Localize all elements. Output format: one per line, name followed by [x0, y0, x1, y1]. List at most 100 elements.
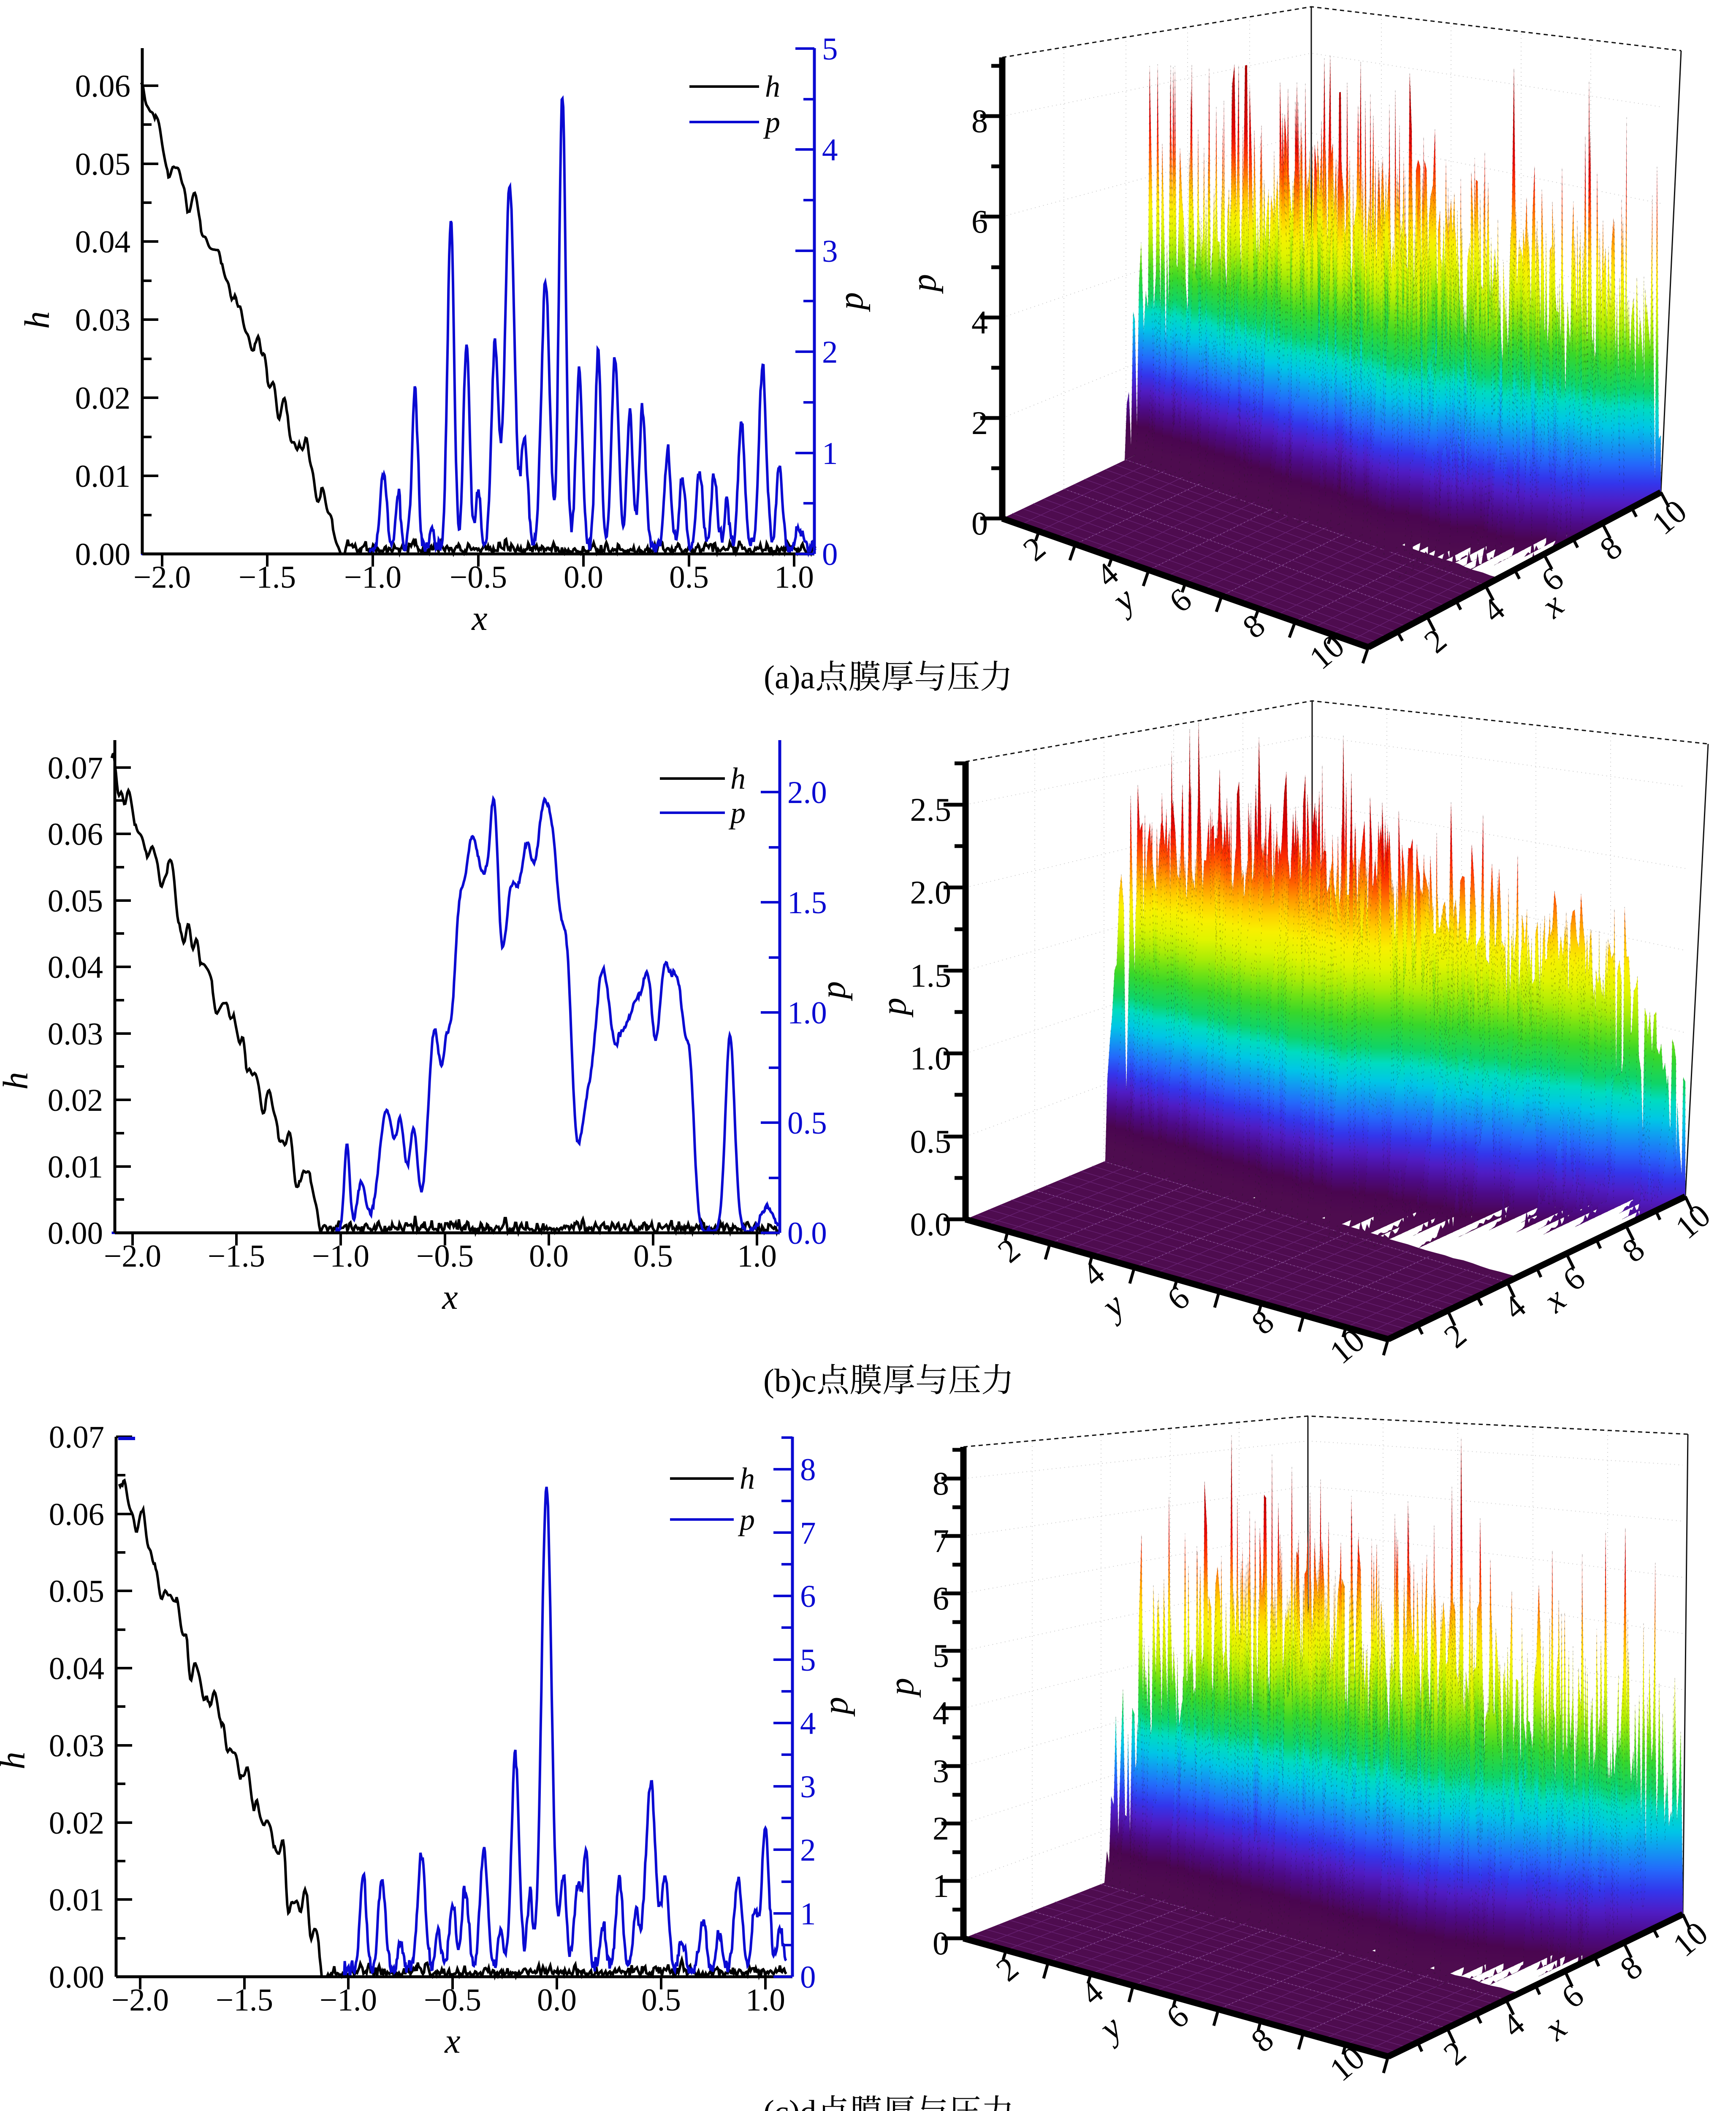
- svg-text:4: 4: [1497, 1288, 1533, 1327]
- svg-text:1.0: 1.0: [774, 560, 814, 595]
- svg-text:x: x: [471, 599, 487, 638]
- svg-text:8: 8: [1615, 1231, 1652, 1270]
- svg-text:2: 2: [822, 335, 838, 370]
- svg-text:p: p: [831, 292, 871, 312]
- svg-text:p: p: [738, 1503, 755, 1536]
- svg-text:0.01: 0.01: [48, 1150, 103, 1185]
- svg-text:4: 4: [1476, 591, 1512, 630]
- svg-text:2: 2: [971, 404, 988, 441]
- svg-text:y: y: [1089, 2008, 1129, 2050]
- svg-text:5: 5: [822, 32, 838, 67]
- svg-text:0.05: 0.05: [75, 147, 130, 182]
- svg-text:2.5: 2.5: [910, 791, 952, 828]
- svg-text:0.07: 0.07: [49, 1420, 104, 1455]
- svg-text:2: 2: [933, 1810, 949, 1847]
- svg-text:h: h: [730, 762, 746, 795]
- svg-text:0.06: 0.06: [49, 1497, 104, 1532]
- svg-text:4: 4: [822, 133, 838, 168]
- svg-text:h: h: [765, 70, 780, 103]
- svg-text:−1.0: −1.0: [344, 560, 401, 595]
- svg-text:−0.5: −0.5: [416, 1239, 474, 1274]
- svg-text:0: 0: [933, 1925, 949, 1962]
- svg-text:0.04: 0.04: [75, 225, 130, 260]
- svg-text:0.06: 0.06: [75, 69, 130, 104]
- svg-text:0.06: 0.06: [48, 817, 103, 852]
- svg-text:3: 3: [800, 1769, 816, 1804]
- svg-text:−2.0: −2.0: [133, 560, 191, 595]
- svg-text:1.0: 1.0: [910, 1040, 952, 1077]
- svg-text:p: p: [882, 1678, 921, 1698]
- svg-text:h: h: [740, 1462, 755, 1495]
- svg-text:0.01: 0.01: [49, 1883, 104, 1918]
- svg-text:0.5: 0.5: [787, 1106, 827, 1141]
- svg-text:4: 4: [971, 304, 988, 341]
- svg-text:h: h: [0, 1752, 33, 1769]
- svg-text:−1.0: −1.0: [320, 1983, 377, 2018]
- svg-text:1.5: 1.5: [787, 885, 827, 920]
- svg-text:0.0: 0.0: [910, 1206, 952, 1243]
- svg-text:6: 6: [1554, 1977, 1591, 2016]
- svg-text:0.04: 0.04: [48, 950, 103, 985]
- svg-text:0.03: 0.03: [75, 303, 130, 338]
- svg-text:2: 2: [1437, 1316, 1473, 1355]
- svg-text:0.05: 0.05: [48, 884, 103, 919]
- svg-text:0.5: 0.5: [910, 1123, 952, 1160]
- svg-text:0: 0: [800, 1960, 816, 1995]
- svg-text:2: 2: [1437, 2034, 1473, 2073]
- svg-text:p: p: [816, 1697, 855, 1717]
- svg-text:−1.5: −1.5: [239, 560, 296, 595]
- svg-text:6: 6: [971, 203, 988, 240]
- svg-text:(b)c: (b)c: [763, 1362, 816, 1399]
- svg-text:p: p: [814, 981, 853, 1001]
- svg-text:−2.0: −2.0: [104, 1239, 161, 1274]
- svg-text:0.03: 0.03: [48, 1017, 103, 1052]
- svg-text:1.0: 1.0: [787, 996, 827, 1031]
- svg-text:0.04: 0.04: [49, 1651, 104, 1686]
- svg-text:h: h: [0, 1072, 35, 1090]
- svg-text:0.02: 0.02: [49, 1806, 104, 1841]
- svg-text:−0.5: −0.5: [424, 1983, 481, 2018]
- svg-text:x: x: [441, 1278, 458, 1317]
- svg-text:0.01: 0.01: [75, 459, 130, 494]
- svg-text:1.0: 1.0: [737, 1239, 777, 1274]
- svg-text:−1.0: −1.0: [312, 1239, 369, 1274]
- svg-text:(a)a: (a)a: [764, 659, 815, 695]
- svg-text:0.07: 0.07: [48, 751, 103, 786]
- svg-text:6: 6: [800, 1579, 816, 1614]
- svg-text:8: 8: [1593, 529, 1629, 567]
- svg-text:7: 7: [933, 1522, 949, 1559]
- svg-text:2.0: 2.0: [787, 775, 827, 810]
- svg-text:(c)d: (c)d: [763, 2093, 816, 2111]
- svg-text:4: 4: [933, 1695, 949, 1731]
- svg-text:8: 8: [971, 103, 988, 139]
- svg-text:7: 7: [800, 1516, 816, 1551]
- svg-text:6: 6: [933, 1580, 949, 1617]
- svg-text:x: x: [1535, 1280, 1573, 1321]
- svg-text:−1.5: −1.5: [208, 1239, 265, 1274]
- svg-text:0: 0: [971, 505, 988, 542]
- svg-text:0.5: 0.5: [641, 1983, 681, 2018]
- svg-text:0.0: 0.0: [529, 1239, 569, 1274]
- svg-text:1: 1: [822, 436, 838, 471]
- svg-text:−0.5: −0.5: [450, 560, 507, 595]
- svg-text:h: h: [18, 311, 57, 329]
- svg-text:2.0: 2.0: [910, 874, 952, 911]
- svg-text:0.5: 0.5: [633, 1239, 673, 1274]
- svg-text:1.5: 1.5: [910, 957, 952, 994]
- svg-text:2: 2: [800, 1833, 816, 1868]
- svg-text:3: 3: [822, 234, 838, 269]
- svg-text:x: x: [1536, 2008, 1574, 2049]
- svg-text:1: 1: [933, 1867, 949, 1904]
- svg-text:0.00: 0.00: [75, 537, 130, 572]
- svg-text:8: 8: [800, 1452, 816, 1487]
- svg-text:p: p: [763, 105, 780, 139]
- svg-text:1.0: 1.0: [746, 1983, 785, 2018]
- svg-text:0.02: 0.02: [75, 381, 130, 416]
- svg-text:1: 1: [800, 1897, 816, 1932]
- svg-text:5: 5: [800, 1643, 816, 1678]
- svg-text:8: 8: [933, 1465, 949, 1502]
- svg-text:−2.0: −2.0: [111, 1983, 169, 2018]
- svg-text:0.5: 0.5: [669, 560, 709, 595]
- svg-text:2: 2: [1417, 621, 1454, 660]
- svg-text:−1.5: −1.5: [216, 1983, 273, 2018]
